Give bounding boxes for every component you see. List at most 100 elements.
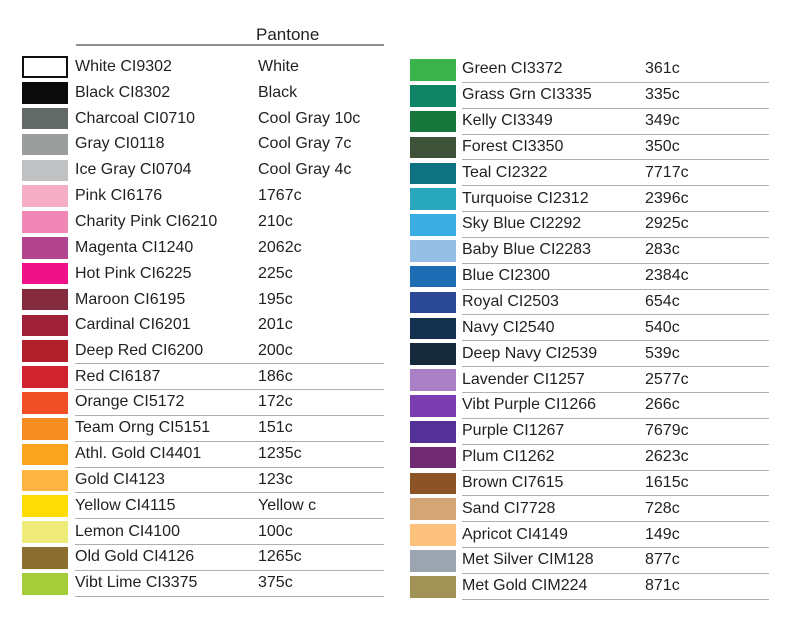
color-name-label: Black CI8302 xyxy=(75,83,171,101)
color-swatch xyxy=(410,395,456,417)
color-swatch xyxy=(410,84,456,107)
color-row: Gray CI0118 Cool Gray 7c xyxy=(22,132,384,158)
pantone-code: 2396c xyxy=(645,189,689,207)
color-swatch xyxy=(410,59,456,81)
color-swatch xyxy=(410,472,456,495)
color-swatch xyxy=(410,291,456,314)
row-text: Pink CI6176 1767c xyxy=(75,183,384,209)
row-text: Met Gold CIM224 871c xyxy=(462,574,769,600)
color-row: Purple CI1267 7679c xyxy=(410,419,769,445)
row-text: Maroon CI6195 195c xyxy=(75,287,384,313)
color-swatch xyxy=(22,392,68,414)
row-text: Lavender CI1257 2577c xyxy=(462,367,769,393)
row-text: Charity Pink CI6210 210c xyxy=(75,209,384,235)
color-name-label: White CI9302 xyxy=(75,57,172,75)
color-row: Green CI3372 361c xyxy=(410,57,769,83)
row-text: Royal CI2503 654c xyxy=(462,290,769,316)
row-text: Green CI3372 361c xyxy=(462,57,769,83)
pantone-code: 1235c xyxy=(258,445,302,463)
color-name-label: Vibt Lime CI3375 xyxy=(75,574,198,592)
pantone-code: 172c xyxy=(258,393,293,411)
pantone-code: White xyxy=(258,57,299,75)
row-text: Purple CI1267 7679c xyxy=(462,419,769,445)
row-text: Grass Grn CI3335 335c xyxy=(462,83,769,109)
row-text: Hot Pink CI6225 225c xyxy=(75,261,384,287)
color-swatch xyxy=(22,288,68,311)
pantone-code: 266c xyxy=(645,396,680,414)
color-row: Met Silver CIM128 877c xyxy=(410,548,769,574)
color-row: Cardinal CI6201 201c xyxy=(22,312,384,338)
color-name-label: Ice Gray CI0704 xyxy=(75,161,192,179)
color-name-label: Apricot CI4149 xyxy=(462,525,568,543)
row-text: Athl. Gold CI4401 1235c xyxy=(75,442,384,468)
pantone-code: Cool Gray 7c xyxy=(258,135,352,153)
color-row: Athl. Gold CI4401 1235c xyxy=(22,442,384,468)
color-row: Gold CI4123 123c xyxy=(22,468,384,494)
pantone-code: 539c xyxy=(645,344,680,362)
color-row: Kelly CI3349 349c xyxy=(410,109,769,135)
pantone-code: 283c xyxy=(645,241,680,259)
pantone-code: 2577c xyxy=(645,370,689,388)
color-name-label: Lavender CI1257 xyxy=(462,370,585,388)
pantone-code: 225c xyxy=(258,264,293,282)
pantone-code: 728c xyxy=(645,499,680,517)
color-row: Pink CI6176 1767c xyxy=(22,183,384,209)
row-text: Red CI6187 186c xyxy=(75,364,384,390)
pantone-code: 877c xyxy=(645,551,680,569)
color-name-label: Charcoal CI0710 xyxy=(75,109,196,127)
color-swatch xyxy=(410,343,456,365)
color-row: Black CI8302 Black xyxy=(22,80,384,106)
color-row: Yellow CI4115 Yellow c xyxy=(22,493,384,520)
color-row: Sky Blue CI2292 2925c xyxy=(410,212,769,238)
color-name-label: Charity Pink CI6210 xyxy=(75,212,218,230)
color-row: Turquoise CI2312 2396c xyxy=(410,186,769,213)
color-column-left: White CI9302 White Black CI8302 Black Charco… xyxy=(22,54,384,597)
color-row: Apricot CI4149 149c xyxy=(410,522,769,549)
pantone-code: 335c xyxy=(645,86,680,104)
pantone-code: 350c xyxy=(645,137,680,155)
color-row: Maroon CI6195 195c xyxy=(22,287,384,313)
row-text: Deep Navy CI2539 539c xyxy=(462,341,769,368)
color-swatch xyxy=(22,366,68,388)
row-text: Forest CI3350 350c xyxy=(462,135,769,161)
color-name-label: Turquoise CI2312 xyxy=(462,189,589,207)
pantone-code: 2062c xyxy=(258,238,302,256)
color-name-label: Old Gold CI4126 xyxy=(75,548,195,566)
color-row: Ice Gray CI0704 Cool Gray 4c xyxy=(22,157,384,183)
color-row: Forest CI3350 350c xyxy=(410,135,769,161)
color-swatch xyxy=(410,240,456,262)
pantone-code: 123c xyxy=(258,470,293,488)
row-text: White CI9302 White xyxy=(75,54,384,80)
color-name-label: Sky Blue CI2292 xyxy=(462,215,582,233)
color-row: Orange CI5172 172c xyxy=(22,390,384,416)
color-swatch xyxy=(22,81,68,104)
color-swatch xyxy=(410,524,456,546)
color-row: Charity Pink CI6210 210c xyxy=(22,209,384,235)
row-text: Deep Red CI6200 200c xyxy=(75,338,384,365)
color-swatch xyxy=(22,521,68,543)
color-row: Magenta CI1240 2062c xyxy=(22,235,384,261)
color-swatch xyxy=(410,188,456,210)
color-row: Brown CI7615 1615c xyxy=(410,471,769,497)
color-name-label: Green CI3372 xyxy=(462,60,563,78)
color-swatch xyxy=(22,211,68,233)
color-row: Charcoal CI0710 Cool Gray 10c xyxy=(22,106,384,132)
color-name-label: Hot Pink CI6225 xyxy=(75,264,192,282)
color-swatch xyxy=(22,573,68,595)
pantone-code: 871c xyxy=(645,577,680,595)
row-text: Orange CI5172 172c xyxy=(75,390,384,416)
color-row: Sand CI7728 728c xyxy=(410,496,769,523)
color-swatch xyxy=(410,136,456,159)
color-name-label: Lemon CI4100 xyxy=(75,522,180,540)
color-swatch xyxy=(410,369,456,391)
row-text: Vibt Lime CI3375 375c xyxy=(75,571,384,597)
color-swatch xyxy=(22,237,68,259)
color-row: Plum CI1262 2623c xyxy=(410,445,769,471)
color-row: Old Gold CI4126 1265c xyxy=(22,545,384,571)
row-text: Met Silver CIM128 877c xyxy=(462,548,769,574)
row-text: Sand CI7728 728c xyxy=(462,496,769,523)
pantone-code: Black xyxy=(258,83,298,101)
color-swatch xyxy=(22,417,68,440)
header-rule xyxy=(76,44,384,46)
color-name-label: Blue CI2300 xyxy=(462,267,551,285)
